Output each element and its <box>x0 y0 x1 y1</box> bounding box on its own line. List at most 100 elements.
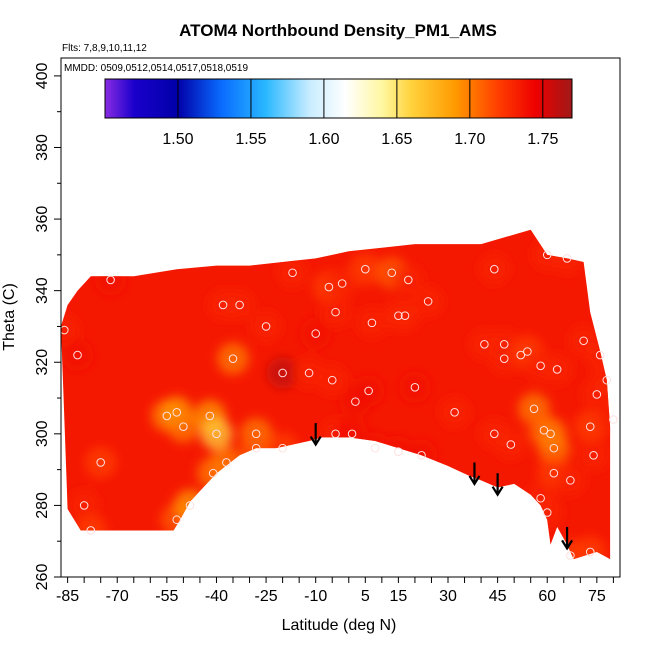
sample-point <box>311 329 320 338</box>
sample-point <box>410 382 420 392</box>
sample-point <box>179 422 188 431</box>
x-tick-label: -40 <box>205 588 228 605</box>
field-blob <box>398 371 431 404</box>
sample-point <box>595 350 605 360</box>
field-blob <box>319 296 352 329</box>
field-blob <box>359 432 392 465</box>
y-axis-label: Theta (C) <box>1 283 18 351</box>
sample-point <box>566 551 575 560</box>
arrow <box>491 473 504 497</box>
field-blob <box>299 317 332 350</box>
field-blob <box>554 464 587 497</box>
sample-point <box>562 254 572 263</box>
sample-point <box>327 375 337 385</box>
sample-point <box>579 336 588 346</box>
sample-point <box>304 368 314 378</box>
sample-point <box>162 411 172 421</box>
field-blobs <box>61 238 611 560</box>
sample-point <box>347 429 357 439</box>
sample-point <box>542 250 552 260</box>
sample-point <box>480 340 489 349</box>
sample-point <box>404 275 413 285</box>
field-blob <box>574 535 607 560</box>
sample-point <box>370 443 380 453</box>
sample-point <box>251 429 261 439</box>
sample-point <box>261 322 271 331</box>
field-blob <box>250 310 283 343</box>
x-tick-label: -55 <box>155 588 178 605</box>
arrow <box>468 462 481 487</box>
colorbar-tick-label: 1.65 <box>381 131 412 148</box>
sample-point <box>222 458 231 467</box>
sample-point <box>364 386 373 396</box>
sample-point <box>549 468 559 478</box>
sample-point <box>523 347 532 356</box>
field-blob <box>217 342 249 375</box>
sample-point <box>86 526 96 535</box>
sample-point <box>542 508 552 517</box>
field-blob <box>94 263 127 296</box>
sample-point <box>367 318 377 328</box>
sample-point <box>417 451 426 460</box>
field-blob <box>61 339 94 372</box>
colorbar-tick-label: 1.55 <box>235 131 266 148</box>
colorbar-tick-label: 1.75 <box>527 131 558 148</box>
sample-point <box>96 458 105 467</box>
colorbar-tick-label: 1.70 <box>454 131 485 148</box>
sample-point <box>331 429 340 439</box>
field-blob <box>240 432 273 465</box>
sample-point <box>387 268 397 278</box>
field-blob <box>74 514 107 547</box>
sample-point <box>592 390 602 399</box>
sample-point <box>529 404 539 414</box>
sample-point <box>218 300 228 310</box>
sample-point <box>536 361 545 371</box>
field-blob <box>531 496 564 529</box>
density-field <box>61 229 611 560</box>
field-blob <box>68 489 101 522</box>
sample-point <box>499 340 509 349</box>
sample-point <box>536 493 545 503</box>
arrow <box>309 423 322 447</box>
chart-title: ATOM4 Northbound Density_PM1_AMS <box>179 21 497 40</box>
flights-annotation: Flts: 7,8,9,10,11,12 <box>62 43 147 54</box>
field-blob <box>389 299 421 332</box>
field-blob <box>590 364 611 397</box>
y-tick-label: 380 <box>34 134 51 161</box>
sample-point <box>506 440 516 449</box>
x-tick-label: 15 <box>389 588 407 605</box>
x-axis: -85 -70 -55 -40 -25 -10 5 15 30 45 60 75 <box>56 577 614 605</box>
sample-points <box>60 250 618 560</box>
sample-point <box>546 429 555 439</box>
field-blob <box>266 356 299 389</box>
x-tick-label: 30 <box>439 588 457 605</box>
sample-point <box>585 422 595 431</box>
x-tick-label: -25 <box>255 588 278 605</box>
field-blob <box>276 256 309 289</box>
field-blob <box>551 242 584 275</box>
sample-point <box>499 354 509 363</box>
x-tick-label: -85 <box>56 588 79 605</box>
sample-point <box>549 443 559 453</box>
sample-point <box>278 368 287 378</box>
sample-point <box>251 443 261 453</box>
field-blob <box>382 435 415 468</box>
field-blob <box>349 253 382 286</box>
plot-frame <box>60 57 621 578</box>
field-blob <box>336 417 369 450</box>
y-axis: 260 280 300 320 340 360 380 400 <box>34 62 61 590</box>
sample-point <box>450 408 459 417</box>
sample-point <box>361 264 370 274</box>
field-blob <box>478 253 511 286</box>
sample-point <box>589 451 598 460</box>
y-tick-label: 260 <box>34 564 51 591</box>
field-blob <box>355 306 388 339</box>
sample-point <box>235 300 244 310</box>
sample-point <box>337 279 347 288</box>
field-blob <box>438 396 471 429</box>
x-axis-label: Latitude (deg N) <box>282 617 397 634</box>
field-blob <box>200 417 233 450</box>
field-blob <box>597 403 611 436</box>
density-field-fill <box>61 229 611 560</box>
